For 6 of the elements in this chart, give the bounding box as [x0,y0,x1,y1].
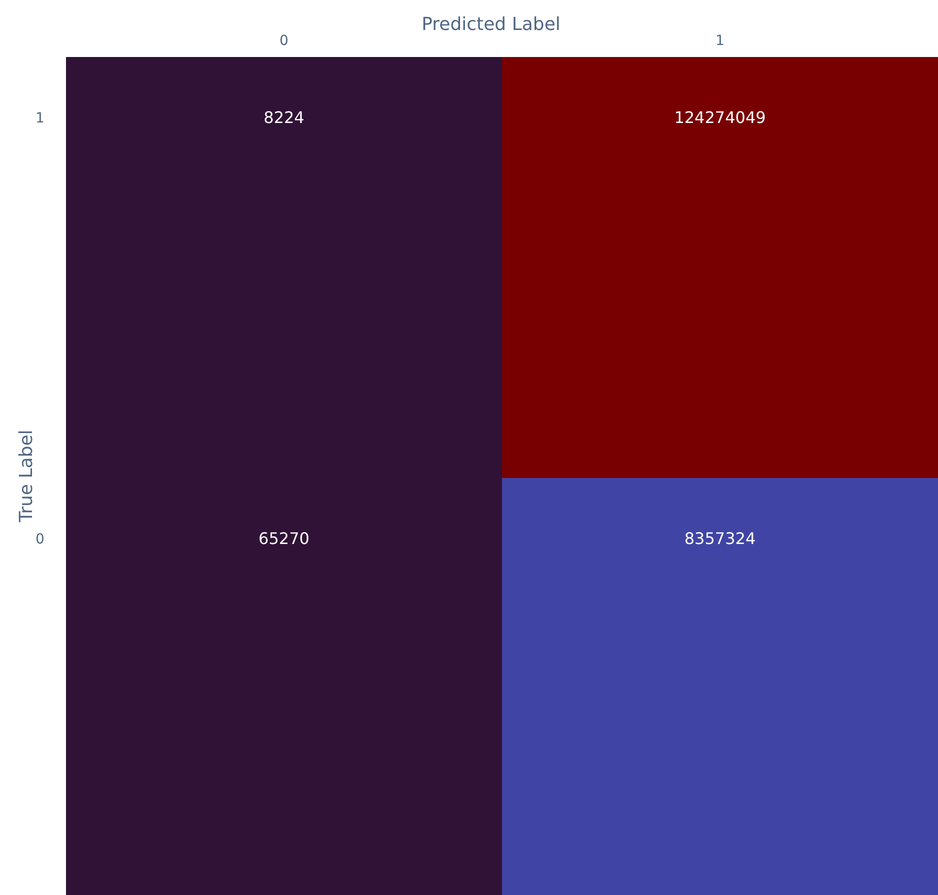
data-label: 65270 [258,529,310,548]
data-label: 8224 [264,108,304,128]
x-axis-title: Predicted Label [422,14,560,35]
data-label: 124274049 [674,108,766,128]
y-axis-title: True Label [16,430,37,524]
data-label: 8357324 [684,529,756,548]
